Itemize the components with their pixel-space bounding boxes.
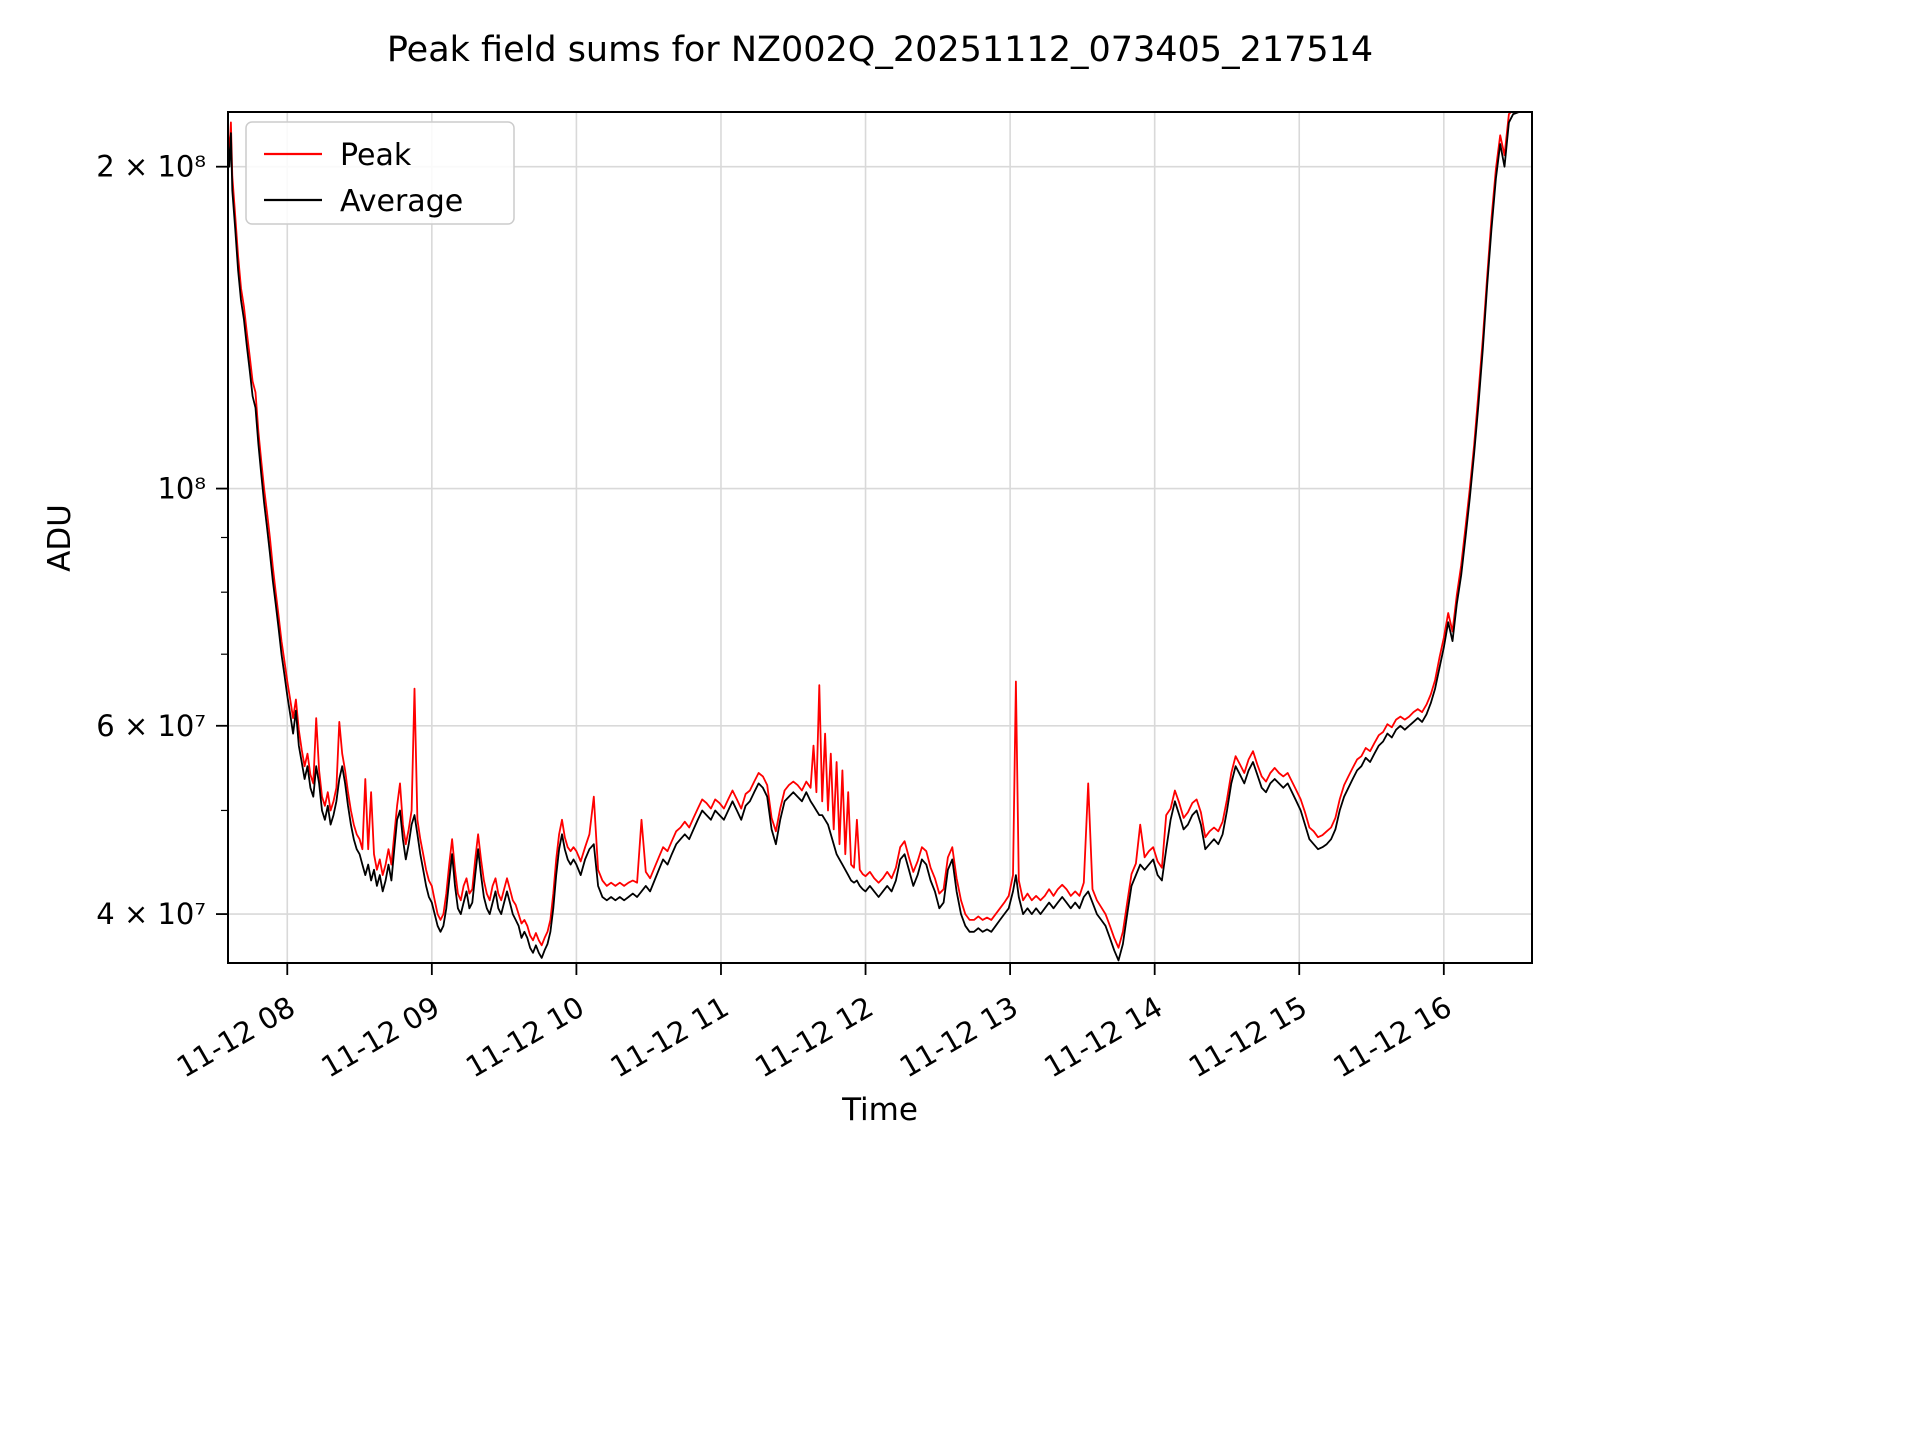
y-tick-label: 6 × 10⁷	[96, 709, 206, 743]
series-line-average	[228, 112, 1532, 962]
y-tick-label: 10⁸	[157, 472, 206, 506]
x-tick-label: 11-12 10	[460, 990, 590, 1085]
legend: Peak Average	[245, 121, 515, 225]
tick-labels: 11-12 08 11-12 09 11-12 10 11-12 11 11-12 12…	[96, 150, 1457, 1085]
x-tick-label: 11-12 09	[315, 990, 445, 1085]
legend-box	[245, 121, 515, 225]
chart-title: Peak field sums for NZ002Q_20251112_0734…	[386, 30, 1374, 70]
y-tick-label: 4 × 10⁷	[96, 897, 206, 931]
x-tick-label: 11-12 11	[605, 990, 735, 1085]
grid-lines	[228, 112, 1532, 963]
x-tick-label: 11-12 08	[171, 990, 301, 1085]
y-tick-label: 2 × 10⁸	[96, 150, 206, 184]
x-axis-label: Time	[842, 1092, 918, 1128]
x-tick-label: 11-12 12	[749, 990, 879, 1085]
x-tick-label: 11-12 14	[1038, 990, 1168, 1085]
legend-label: Average	[340, 184, 463, 219]
x-tick-label: 11-12 16	[1327, 990, 1457, 1085]
axes-frame	[227, 111, 1533, 964]
x-tick-label: 11-12 15	[1183, 990, 1313, 1085]
y-axis-label: ADU	[42, 504, 78, 572]
tick-marks	[216, 165, 1445, 975]
series-line-peak	[228, 112, 1513, 949]
legend-label: Peak	[340, 138, 412, 173]
x-tick-label: 11-12 13	[894, 990, 1024, 1085]
